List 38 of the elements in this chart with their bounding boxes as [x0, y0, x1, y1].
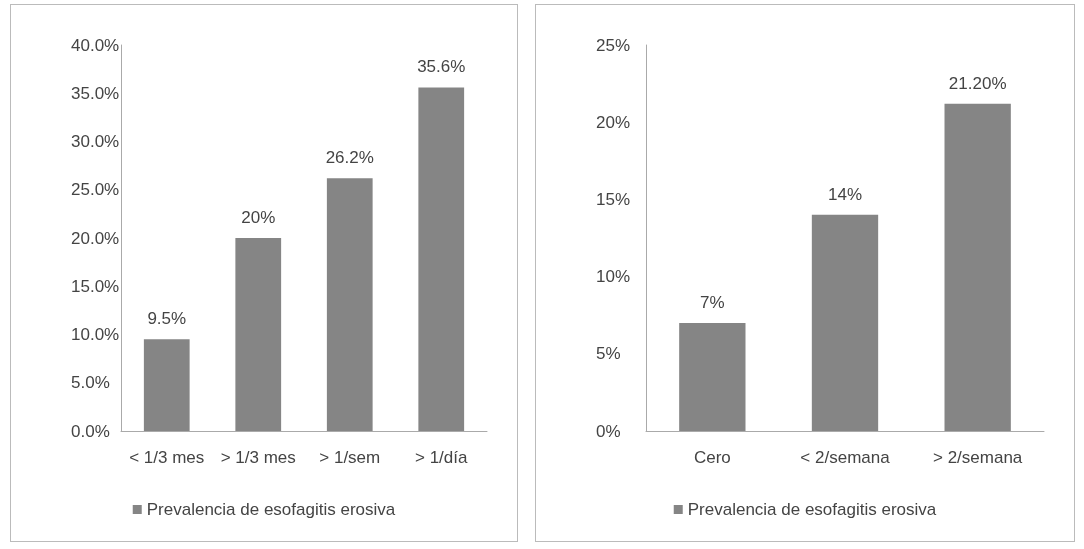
y-tick-label: 5% [596, 344, 621, 364]
x-tick-label: < 2/semana [800, 448, 891, 467]
legend-label: Prevalencia de esofagitis erosiva [146, 500, 396, 519]
y-tick-label: 25% [596, 35, 631, 55]
x-tick-label: Cero [693, 448, 731, 467]
y-tick-label: 5.0% [71, 373, 110, 393]
bar [811, 214, 879, 431]
x-tick-label: > 1/3 mes [220, 448, 296, 467]
bar [944, 103, 1011, 431]
x-tick-label: > 2/semana [933, 448, 1023, 467]
y-tick-label: 25.0% [71, 180, 120, 200]
y-tick-label: 10% [596, 267, 631, 287]
x-tick-label: > 1/sem [319, 448, 381, 467]
bar [143, 339, 190, 431]
data-label: 7% [700, 292, 725, 312]
y-tick-label: 20.0% [71, 228, 120, 248]
y-tick-label: 15.0% [71, 276, 120, 296]
x-tick-label: < 1/3 mes [129, 448, 205, 467]
y-tick-label: 0% [596, 421, 621, 441]
bar [235, 238, 282, 431]
data-label: 9.5% [147, 309, 187, 329]
bar [418, 87, 465, 431]
y-tick-label: 15% [596, 189, 631, 209]
bar [326, 178, 373, 431]
y-tick-label: 40.0% [71, 35, 120, 55]
y-tick-label: 20% [596, 112, 631, 132]
legend-label: Prevalencia de esofagitis erosiva [687, 500, 937, 519]
data-label: 21.20% [948, 73, 1007, 93]
data-label: 14% [827, 184, 863, 204]
data-label: 20% [241, 208, 276, 227]
y-tick-label: 10.0% [71, 325, 120, 344]
y-tick-label: 0.0% [71, 421, 110, 441]
bar [679, 322, 746, 431]
x-tick-label: > 1/día [415, 448, 469, 467]
y-tick-label: 35.0% [71, 83, 120, 103]
data-label: 26.2% [325, 148, 374, 168]
y-tick-label: 30.0% [71, 132, 120, 151]
data-label: 35.6% [417, 57, 466, 77]
